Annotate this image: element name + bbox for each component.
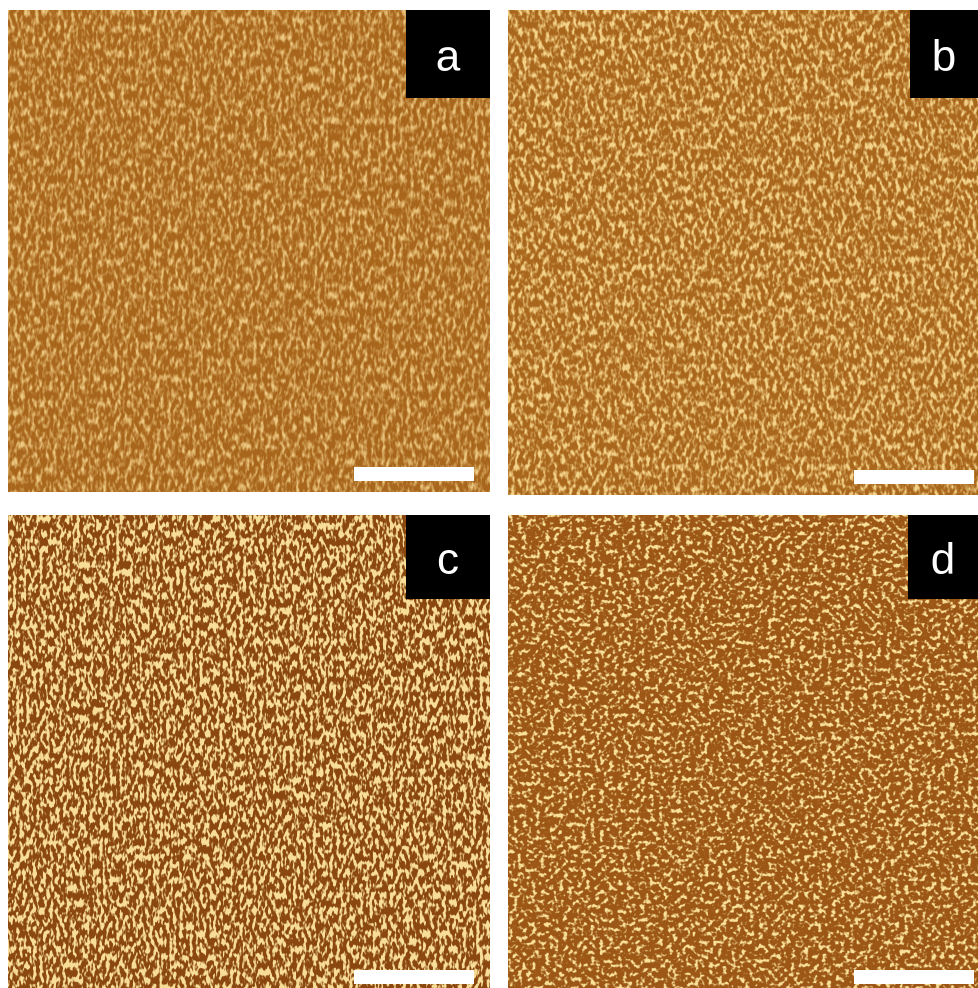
afm-texture [508, 515, 978, 988]
afm-texture [508, 10, 978, 495]
panel: d [508, 515, 978, 988]
panel-label: b [932, 32, 956, 81]
panel-label: d [931, 535, 955, 584]
label-box [910, 10, 978, 98]
panel: c [8, 515, 490, 988]
panel: a [8, 10, 490, 492]
panel-label: a [436, 32, 461, 81]
scale-bar [854, 470, 974, 484]
scale-bar [854, 970, 974, 984]
scale-bar [354, 467, 474, 481]
label-box [908, 515, 978, 599]
scale-bar [354, 970, 474, 984]
panel: b [508, 10, 978, 495]
label-box [406, 10, 490, 98]
label-box [406, 515, 490, 599]
panel-label: c [437, 535, 459, 584]
